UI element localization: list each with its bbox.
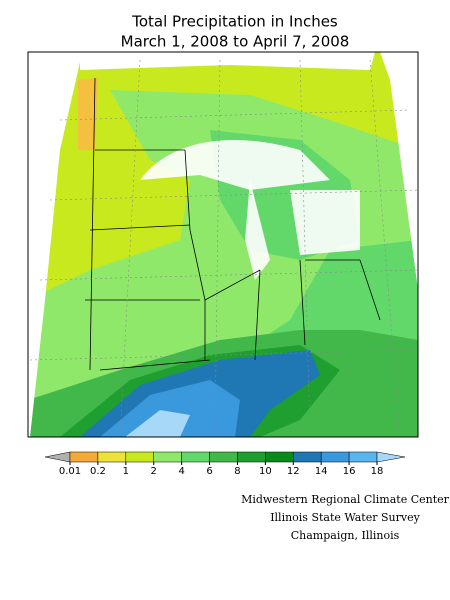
legend-swatch — [320, 451, 350, 463]
legend-swatch — [209, 451, 238, 463]
legend-swatch — [348, 451, 378, 463]
legend-tick-label: 1 — [123, 466, 129, 477]
legend-tick-label: 0.2 — [90, 466, 106, 477]
credit-line: Champaign, Illinois — [291, 529, 400, 542]
legend-swatch — [293, 451, 322, 463]
legend-tick-label: 16 — [343, 466, 356, 477]
legend-swatch — [376, 451, 406, 463]
legend-tick-label: 0.01 — [59, 466, 81, 477]
legend-swatch — [44, 451, 71, 463]
title-line: March 1, 2008 to April 7, 2008 — [121, 33, 350, 51]
legend-tick-label: 18 — [371, 466, 384, 477]
legend-tick-label: 6 — [206, 466, 212, 477]
legend-tick-label: 10 — [259, 466, 272, 477]
legend-tick-label: 4 — [178, 466, 184, 477]
legend-swatch — [237, 451, 266, 463]
credits: Midwestern Regional Climate Center Illino… — [241, 493, 450, 542]
map — [27, 51, 419, 438]
legend-swatch — [181, 451, 210, 463]
legend-swatch — [265, 451, 294, 463]
legend-tick-label: 8 — [234, 466, 240, 477]
credit-line: Illinois State Water Survey — [270, 511, 420, 524]
legend: 0.01 0.2 1 2 4 6 8 10 12 14 16 18 — [44, 451, 406, 477]
legend-tick-label: 12 — [287, 466, 300, 477]
legend-tick-label: 2 — [151, 466, 157, 477]
legend-swatch — [97, 451, 127, 463]
credit-line: Midwestern Regional Climate Center — [241, 493, 450, 506]
legend-swatch — [153, 451, 182, 463]
legend-tick-label: 14 — [315, 466, 328, 477]
legend-swatch — [125, 451, 154, 463]
legend-swatch — [69, 451, 99, 463]
title-line: Total Precipitation in Inches — [131, 13, 338, 31]
